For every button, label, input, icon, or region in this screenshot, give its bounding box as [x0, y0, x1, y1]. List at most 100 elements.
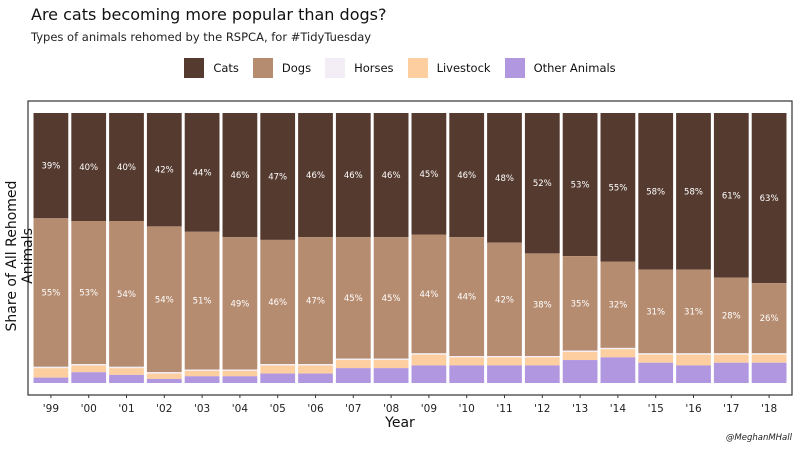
bar-segment-cats	[335, 113, 371, 238]
x-tick-label: '11	[496, 403, 512, 415]
bar-segment-other-animals	[373, 368, 409, 383]
bar-segment-horses	[411, 353, 447, 355]
bar-segment-livestock	[600, 349, 636, 358]
legend-swatch-livestock	[407, 58, 428, 78]
data-label-dogs: 47%	[306, 297, 325, 307]
bar-segment-horses	[638, 353, 674, 355]
bar-segment-livestock	[260, 365, 296, 374]
bar-segment-cats	[298, 113, 333, 238]
bar-segment-other-animals	[449, 365, 485, 383]
data-label-dogs: 44%	[457, 293, 476, 303]
bar-segment-horses	[524, 356, 560, 358]
bar-segment-dogs	[33, 218, 69, 367]
bar-segment-horses	[146, 372, 182, 374]
bar-segment-dogs	[487, 242, 522, 356]
data-label-dogs: 55%	[41, 289, 60, 299]
bar-segment-horses	[335, 358, 371, 361]
legend-item-horses: Horses	[325, 58, 394, 78]
data-label-cats: 45%	[419, 170, 438, 180]
bar-segment-livestock	[524, 357, 560, 366]
bar-segment-horses	[449, 356, 485, 358]
bar-segment-other-animals	[676, 365, 711, 383]
bar-segment-cats	[222, 113, 258, 238]
bar-segment-cats	[713, 113, 749, 278]
data-label-dogs: 28%	[722, 312, 741, 322]
bar-segment-other-animals	[562, 360, 598, 383]
data-label-cats: 46%	[457, 171, 476, 181]
bar-segment-other-animals	[638, 362, 674, 383]
bar-segment-other-animals	[335, 368, 371, 383]
data-label-cats: 61%	[722, 191, 741, 201]
data-label-dogs: 32%	[608, 301, 627, 311]
data-label-cats: 46%	[344, 171, 363, 181]
bar-segment-horses	[373, 358, 409, 361]
bar-segment-other-animals	[411, 365, 447, 383]
bar-segment-livestock	[487, 357, 522, 366]
x-tick-label: '03	[194, 403, 210, 415]
legend: Cats Dogs Horses Livestock Other Animals	[0, 58, 800, 78]
bar-segment-cats	[562, 113, 598, 257]
data-label-dogs: 51%	[193, 297, 212, 307]
y-axis-label: Share of All Rehomed Animals	[4, 180, 36, 332]
legend-swatch-horses	[325, 58, 346, 78]
x-tick-label: '15	[648, 403, 664, 415]
bar-segment-cats	[676, 113, 711, 270]
x-tick-label: '02	[156, 403, 172, 415]
bar-segment-horses	[487, 356, 522, 358]
x-tick-label: '01	[118, 403, 134, 415]
bar-segment-other-animals	[184, 376, 220, 383]
bar-segment-dogs	[373, 237, 409, 359]
bar-segment-dogs	[184, 231, 220, 370]
bar-segment-livestock	[638, 354, 674, 363]
x-tick-label: '07	[345, 403, 361, 415]
bar-segment-dogs	[71, 221, 107, 365]
bar-segment-cats	[109, 113, 144, 221]
x-tick-label: '16	[685, 403, 702, 415]
data-label-dogs: 49%	[230, 299, 249, 309]
bar-segment-cats	[600, 113, 636, 262]
bar-segment-dogs	[109, 221, 144, 367]
bar-segment-dogs	[638, 269, 674, 354]
data-label-cats: 40%	[117, 163, 136, 173]
data-label-dogs: 54%	[117, 290, 136, 300]
x-axis-label: Year	[385, 415, 415, 431]
bar-segment-horses	[33, 366, 69, 369]
bar-segment-other-animals	[71, 372, 107, 383]
legend-label-cats: Cats	[213, 61, 239, 75]
data-label-cats: 55%	[608, 183, 627, 193]
bar-segment-dogs	[676, 269, 711, 354]
bar-segment-horses	[751, 353, 787, 355]
bar-segment-livestock	[109, 368, 144, 375]
bar-segment-cats	[751, 113, 787, 284]
bar-segment-dogs	[562, 256, 598, 351]
data-label-cats: 63%	[760, 194, 779, 204]
bar-segment-dogs	[713, 277, 749, 354]
bar-segment-livestock	[676, 354, 711, 366]
bar-segment-dogs	[600, 261, 636, 348]
x-tick-label: '00	[81, 403, 97, 415]
legend-swatch-dogs	[252, 58, 273, 78]
bar-segment-horses	[298, 364, 333, 366]
legend-label-other-animals: Other Animals	[533, 61, 616, 75]
x-tick-label: '08	[383, 403, 399, 415]
bar-segment-horses	[260, 364, 296, 366]
data-label-dogs: 31%	[684, 307, 703, 317]
chart-subtitle: Types of animals rehomed by the RSPCA, f…	[31, 30, 372, 44]
bar-segment-horses	[109, 366, 144, 369]
x-tick-label: '13	[572, 403, 588, 415]
data-label-dogs: 31%	[646, 307, 665, 317]
x-tick-label: '99	[43, 403, 59, 415]
caption: @MeghanMHall	[725, 433, 792, 443]
bar-segment-livestock	[713, 354, 749, 363]
data-label-dogs: 45%	[344, 294, 363, 304]
bar-segment-livestock	[751, 354, 787, 363]
bar-segment-cats	[260, 113, 296, 240]
data-label-cats: 58%	[684, 187, 703, 197]
data-label-cats: 58%	[646, 187, 665, 197]
bar-segment-dogs	[260, 239, 296, 365]
bar-segment-livestock	[335, 360, 371, 369]
x-tick-label: '18	[761, 403, 777, 415]
bar-segment-cats	[638, 113, 674, 270]
data-label-cats: 46%	[306, 171, 325, 181]
